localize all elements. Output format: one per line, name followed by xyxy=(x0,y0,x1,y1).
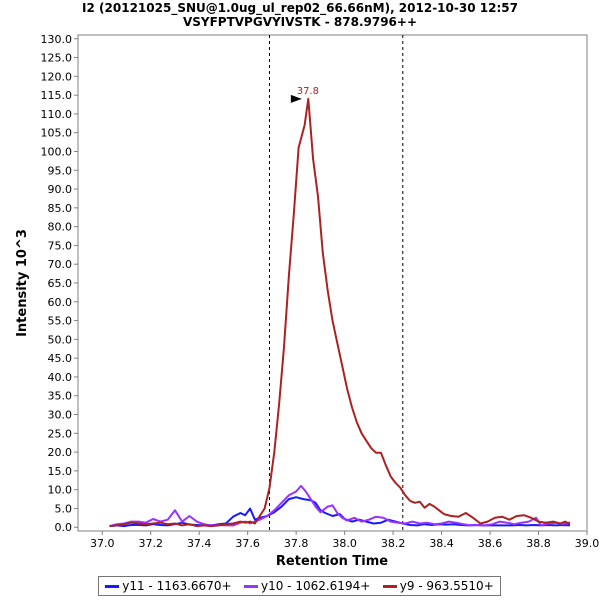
x-axis: 37.0 37.2 37.4 37.6 37.8 38.0 38.2 38.4 38.6 38.8… xyxy=(90,531,599,550)
y-tick-label: 115.0 xyxy=(41,89,73,102)
x-tick-label: 37.6 xyxy=(235,537,260,550)
series-line-y9 xyxy=(109,97,571,528)
legend-item-y11[interactable]: y11 - 1163.6670+ xyxy=(105,579,232,593)
legend-label-y11: y11 - 1163.6670+ xyxy=(122,579,232,593)
x-tick-label: 37.8 xyxy=(284,537,309,550)
y-tick-label: 15.0 xyxy=(48,465,73,478)
integration-bounds xyxy=(268,35,404,531)
y-tick-label: 35.0 xyxy=(48,390,73,403)
x-tick-label: 38.4 xyxy=(429,537,454,550)
plot-area xyxy=(77,34,588,532)
y-tick-label: 110.0 xyxy=(41,108,73,121)
x-tick-label: 37.0 xyxy=(90,537,115,550)
y-tick-label: 90.0 xyxy=(48,183,73,196)
y-tick-label: 30.0 xyxy=(48,409,73,422)
chart-subtitle: VSYFPTVPGVYIVSTK - 878.9796++ xyxy=(182,15,418,29)
chart-title: I2 (20121025_SNU@1.0ug_ul_rep02_66.66nM)… xyxy=(82,1,518,15)
series-lines xyxy=(109,97,571,528)
x-tick-label: 37.4 xyxy=(187,537,212,550)
peak-annotation: 37.8 xyxy=(290,86,319,103)
x-axis-label: Retention Time xyxy=(276,554,388,569)
x-tick-label: 39.0 xyxy=(575,537,600,550)
y-tick-label: 95.0 xyxy=(48,164,73,177)
legend-swatch-y9 xyxy=(382,584,397,588)
y-tick-label: 70.0 xyxy=(48,258,73,271)
chromatogram-chart[interactable]: 0.0 5.0 10.0 15.0 20.0 25.0 30.0 35.0 40.0 45.0 50… xyxy=(0,0,600,572)
y-tick-label: 130.0 xyxy=(41,33,73,46)
x-tick-label: 38.0 xyxy=(332,537,357,550)
legend-label-y10: y10 - 1062.6194+ xyxy=(260,579,371,593)
y-tick-label: 65.0 xyxy=(48,277,73,290)
y-tick-label: 40.0 xyxy=(48,371,73,384)
series-line-y10 xyxy=(109,484,571,528)
y-axis-label: Intensity 10^3 xyxy=(15,229,30,337)
peak-label: 37.8 xyxy=(297,86,319,97)
y-tick-label: 60.0 xyxy=(48,296,73,309)
x-tick-label: 38.2 xyxy=(381,537,406,550)
y-tick-label: 85.0 xyxy=(48,202,73,215)
peak-marker xyxy=(290,94,302,103)
legend: y11 - 1163.6670+ y10 - 1062.6194+ y9 - 9… xyxy=(98,576,501,596)
y-tick-label: 20.0 xyxy=(48,446,73,459)
y-tick-label: 125.0 xyxy=(41,52,73,65)
y-tick-label: 5.0 xyxy=(55,502,73,515)
legend-item-y9[interactable]: y9 - 963.5510+ xyxy=(382,579,494,593)
x-tick-label: 38.6 xyxy=(478,537,503,550)
y-tick-label: 45.0 xyxy=(48,352,73,365)
legend-swatch-y11 xyxy=(105,584,120,588)
y-tick-label: 105.0 xyxy=(41,127,73,140)
legend-swatch-y10 xyxy=(243,584,258,588)
y-tick-label: 75.0 xyxy=(48,239,73,252)
y-tick-label: 50.0 xyxy=(48,333,73,346)
y-tick-label: 80.0 xyxy=(48,221,73,234)
x-tick-label: 38.8 xyxy=(526,537,551,550)
y-axis: 0.0 5.0 10.0 15.0 20.0 25.0 30.0 35.0 40.0 45.0 50… xyxy=(41,33,78,534)
legend-item-y10[interactable]: y10 - 1062.6194+ xyxy=(243,579,371,593)
legend-label-y9: y9 - 963.5510+ xyxy=(399,579,494,593)
y-tick-label: 100.0 xyxy=(41,145,73,158)
y-tick-label: 25.0 xyxy=(48,427,73,440)
y-tick-label: 10.0 xyxy=(48,484,73,497)
x-tick-label: 37.2 xyxy=(138,537,163,550)
y-tick-label: 55.0 xyxy=(48,315,73,328)
y-tick-label: 0.0 xyxy=(55,521,73,534)
y-tick-label: 120.0 xyxy=(41,70,73,83)
